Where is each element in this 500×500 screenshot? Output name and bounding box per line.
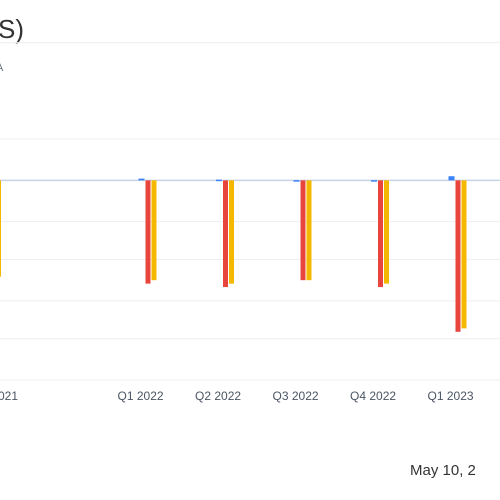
chart-title: S) — [0, 14, 24, 44]
gridlines — [0, 42, 500, 381]
bar-series1-2 — [138, 178, 145, 181]
bar-series3-1 — [0, 180, 1, 277]
bar-series2-2 — [145, 180, 151, 284]
x-tick-label: Q4 2022 — [350, 389, 396, 403]
bar-series3-6 — [461, 180, 467, 329]
x-tick-label: Q1 2022 — [118, 389, 164, 403]
bar-series1-5 — [371, 180, 377, 182]
x-tick-label: Q3 2022 — [273, 389, 319, 403]
bar-series3-2 — [151, 180, 157, 281]
chart-subtitle: A — [0, 62, 3, 74]
bar-series1-6 — [448, 176, 455, 181]
bars — [0, 176, 467, 332]
chart-date: May 10, 2 — [410, 462, 476, 479]
bar-series2-3 — [223, 180, 228, 288]
bar-series1-4 — [293, 180, 300, 182]
x-tick-label: Q1 2023 — [428, 389, 474, 403]
bar-series2-6 — [455, 180, 461, 332]
bar-series3-5 — [384, 180, 389, 284]
bar-series2-4 — [300, 180, 306, 281]
bar-series3-4 — [306, 180, 312, 281]
bar-series2-5 — [378, 180, 383, 288]
x-tick-label: 021 — [0, 389, 18, 403]
bar-series1-3 — [216, 179, 222, 182]
x-tick-label: Q2 2022 — [195, 389, 241, 403]
bar-series3-3 — [229, 180, 234, 284]
